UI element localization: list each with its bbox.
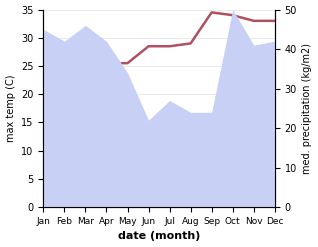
Y-axis label: med. precipitation (kg/m2): med. precipitation (kg/m2) [302,43,313,174]
Y-axis label: max temp (C): max temp (C) [5,75,16,142]
X-axis label: date (month): date (month) [118,231,200,242]
